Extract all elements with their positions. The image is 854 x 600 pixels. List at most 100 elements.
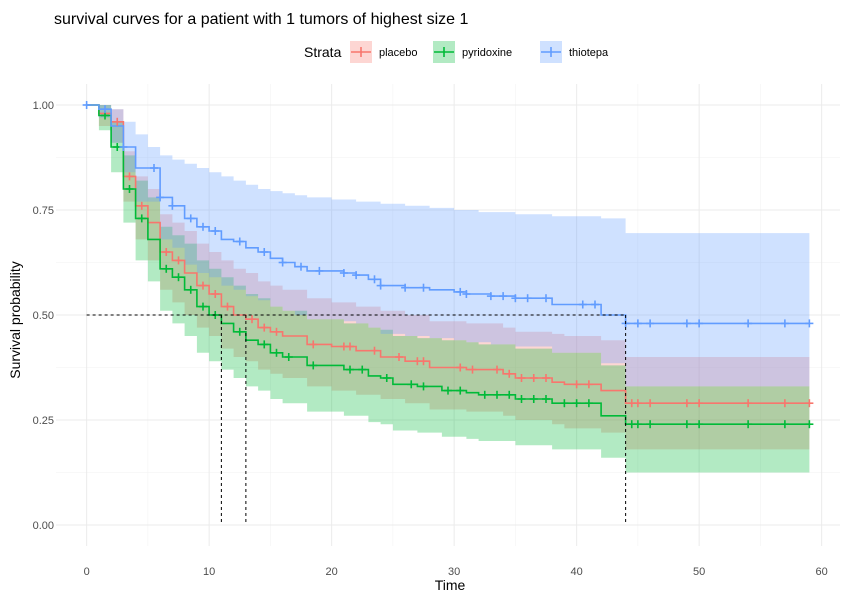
censor-mark-pyridoxine (805, 420, 814, 429)
censor-mark-pyridoxine (744, 420, 753, 429)
censor-mark-pyridoxine (419, 382, 428, 391)
censor-mark-thiotepa (101, 105, 109, 114)
censor-mark-thiotepa (486, 292, 495, 301)
censor-mark-placebo (419, 357, 428, 366)
y-tick-label: 1.00 (33, 100, 54, 112)
censor-mark-thiotepa (211, 227, 220, 235)
censor-mark-placebo (395, 353, 403, 361)
confidence-band-placebo (86, 105, 810, 450)
censor-mark-placebo (456, 363, 465, 372)
x-tick-label: 30 (448, 566, 460, 578)
censor-mark-placebo (633, 399, 642, 408)
censor-mark-thiotepa (150, 164, 158, 172)
censor-mark-thiotepa (186, 214, 195, 223)
censor-mark-pyridoxine (235, 327, 244, 336)
censor-mark-thiotepa (419, 283, 428, 292)
censor-mark-pyridoxine (272, 348, 281, 357)
censor-mark-thiotepa (260, 248, 269, 256)
censor-mark-pyridoxine (542, 395, 550, 403)
censor-mark-pyridoxine (456, 386, 465, 395)
x-axis-ticks: 0 10 20 30 40 50 60 (84, 566, 828, 578)
censor-mark-pyridoxine (309, 361, 318, 370)
chart-title: survival curves for a patient with 1 tum… (54, 11, 469, 28)
censor-mark-thiotepa (499, 292, 508, 301)
censor-mark-thiotepa (199, 222, 207, 231)
censor-mark-placebo (309, 340, 318, 349)
censor-mark-pyridoxine (174, 273, 183, 282)
censor-mark-thiotepa (401, 283, 410, 292)
confidence-band-thiotepa (86, 105, 810, 387)
censor-mark-pyridoxine (137, 214, 146, 223)
censor-mark-placebo (744, 399, 753, 408)
censor-mark-placebo (529, 374, 538, 382)
censor-mark-thiotepa (682, 319, 691, 328)
censor-mark-placebo (162, 248, 171, 256)
censor-mark-placebo (125, 172, 134, 181)
censor-mark-pyridoxine (584, 399, 593, 408)
censor-mark-placebo (211, 290, 220, 298)
censor-mark-thiotepa (376, 281, 385, 290)
censor-mark-pyridoxine (199, 302, 207, 311)
censor-mark-thiotepa (235, 237, 244, 246)
censor-mark-thiotepa (695, 319, 704, 328)
censor-mark-pyridoxine (682, 420, 691, 429)
censor-mark-pyridoxine (186, 285, 195, 294)
censor-mark-placebo (468, 365, 477, 374)
median-reference-lines (86, 314, 627, 525)
censor-mark-pyridoxine (162, 264, 171, 273)
censor-mark-pyridoxine (480, 390, 489, 399)
censor-mark-thiotepa (542, 294, 550, 303)
x-tick-label: 20 (326, 566, 338, 578)
censor-mark-placebo (780, 399, 789, 408)
censor-mark-thiotepa (82, 101, 91, 109)
censor-mark-pyridoxine (529, 395, 538, 403)
censor-mark-placebo (542, 374, 550, 382)
censor-mark-thiotepa (633, 319, 642, 328)
censor-mark-placebo (695, 399, 704, 408)
legend-label-placebo: placebo (379, 47, 418, 59)
censor-mark-thiotepa (297, 262, 305, 271)
censor-mark-pyridoxine (695, 420, 704, 429)
censor-mark-thiotepa (315, 266, 324, 275)
legend-entry-thiotepa: thiotepa (540, 41, 609, 63)
censor-mark-pyridoxine (517, 395, 526, 403)
censor-mark-thiotepa (339, 269, 348, 277)
censor-mark-thiotepa (744, 319, 753, 328)
legend-label-pyridoxine: pyridoxine (462, 47, 512, 59)
y-tick-label: 0.25 (33, 415, 54, 427)
censor-mark-thiotepa (578, 300, 587, 309)
censor-mark-placebo (505, 369, 514, 378)
y-axis-label: Survival probability (7, 261, 23, 379)
censor-mark-pyridoxine (560, 399, 569, 408)
censor-mark-pyridoxine (444, 386, 452, 395)
y-tick-label: 0.00 (33, 520, 54, 532)
censor-mark-thiotepa (370, 275, 379, 284)
censor-mark-placebo (682, 399, 691, 408)
censor-mark-placebo (113, 117, 122, 126)
x-tick-label: 60 (816, 566, 828, 578)
censor-mark-thiotepa (352, 271, 361, 280)
censor-mark-pyridoxine (505, 390, 514, 399)
x-tick-label: 10 (203, 566, 215, 578)
confidence-bands (86, 105, 810, 473)
survival-curve-pyridoxine (86, 104, 810, 425)
censor-mark-thiotepa (456, 287, 465, 296)
censor-mark-placebo (174, 256, 183, 265)
censor-mark-thiotepa (805, 319, 814, 328)
censor-mark-thiotepa (462, 290, 471, 298)
censor-mark-placebo (517, 374, 526, 382)
censor-mark-pyridoxine (125, 185, 134, 193)
censor-mark-placebo (137, 201, 146, 210)
y-tick-label: 0.75 (33, 205, 54, 217)
censor-mark-thiotepa (168, 201, 177, 210)
censor-mark-thiotepa (511, 294, 520, 303)
x-tick-label: 40 (571, 566, 583, 578)
censor-mark-thiotepa (646, 319, 655, 328)
censor-mark-placebo (584, 380, 593, 389)
censor-mark-placebo (260, 323, 269, 332)
censor-mark-placebo (199, 281, 207, 290)
x-axis-label: Time (435, 577, 466, 593)
censor-mark-thiotepa (119, 143, 128, 151)
y-tick-label: 0.50 (33, 310, 54, 322)
